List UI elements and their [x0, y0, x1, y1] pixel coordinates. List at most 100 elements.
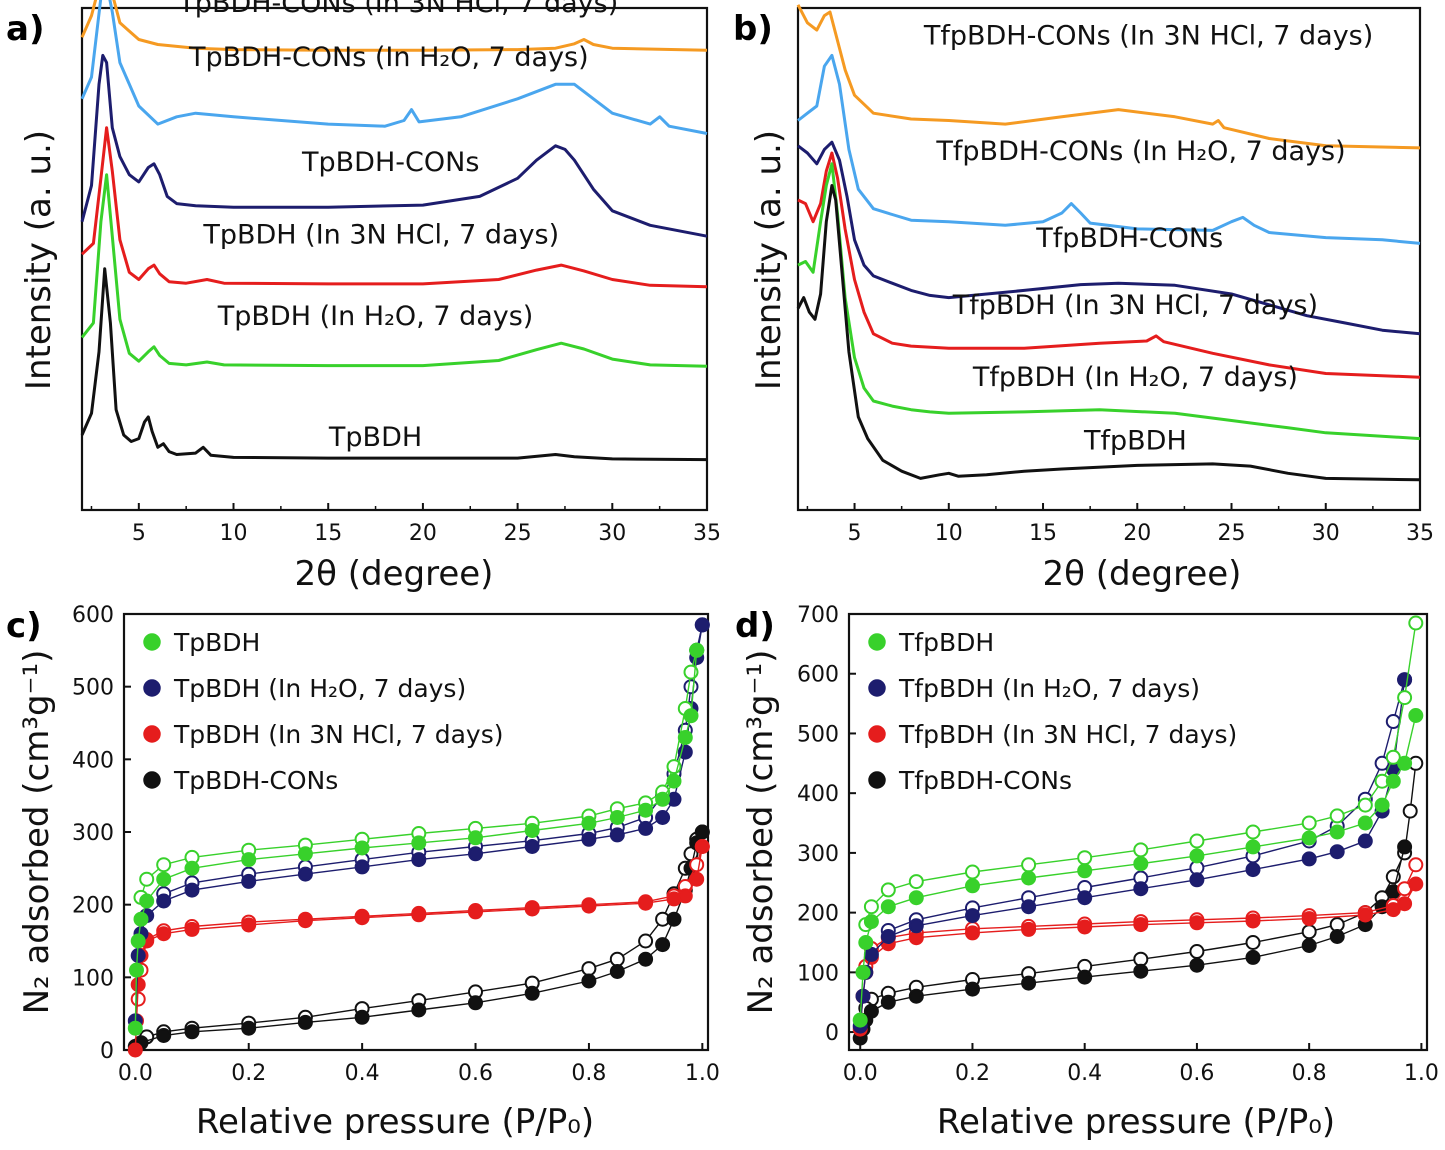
- adsorption-point: [139, 893, 155, 909]
- series-line: [80, 53, 708, 238]
- adsorption-point: [908, 918, 924, 934]
- adsorption-point: [880, 929, 896, 944]
- adsorption-point: [655, 810, 671, 825]
- y-axis-title: N₂ adsorbed (cm³g⁻¹): [17, 650, 57, 1015]
- legend-marker: [868, 771, 886, 789]
- adsorption-point: [524, 823, 540, 838]
- desorption-point: [1301, 815, 1317, 831]
- trace-label: TfpBDH-CONs (In H₂O, 7 days): [935, 136, 1345, 167]
- adsorption-point: [1245, 949, 1261, 965]
- adsorption-point: [184, 921, 200, 937]
- desorption-point: [683, 679, 699, 695]
- desorption-point: [139, 871, 155, 887]
- adsorption-point: [1189, 872, 1205, 888]
- adsorption-point: [1329, 844, 1345, 860]
- adsorption-point: [127, 1042, 143, 1058]
- adsorption-point: [297, 866, 313, 882]
- panel-d: d) 0.0 0.2 0.4 0.6 0.8 1.0 0 100 200 300 400 500 600…: [735, 603, 1439, 1142]
- x-tick-label: 0.2: [955, 1061, 990, 1086]
- adsorption-point: [1133, 963, 1149, 979]
- adsorption-point: [965, 981, 980, 997]
- adsorption-point: [609, 827, 625, 843]
- adsorption-point: [689, 871, 705, 887]
- adsorption-point: [411, 907, 427, 923]
- adsorption-point: [965, 878, 980, 894]
- adsorption-point: [241, 852, 257, 868]
- series-group: [852, 615, 1424, 1046]
- adsorption-point: [694, 839, 710, 854]
- legend-label: TpBDH: [173, 628, 260, 657]
- series-line: [80, 267, 708, 462]
- x-tick-label: 25: [1218, 521, 1246, 546]
- legend-marker: [868, 633, 886, 651]
- y-tick-label: 200: [72, 894, 114, 919]
- adsorption-point: [524, 901, 540, 917]
- x-ticks: 5 10 15 20 25 30 35: [90, 503, 721, 546]
- y-tick-label: 500: [797, 722, 839, 747]
- adsorption-point: [1077, 919, 1093, 935]
- trace-label: TpBDH: [328, 422, 422, 453]
- adsorption-point: [184, 1024, 200, 1040]
- adsorption-point: [1408, 876, 1424, 892]
- adsorption-point: [468, 904, 483, 920]
- adsorption-point: [468, 830, 483, 846]
- series-line: [80, 126, 708, 289]
- adsorption-point: [677, 888, 693, 904]
- adsorption-point: [855, 988, 871, 1004]
- adsorption-point: [354, 859, 370, 875]
- trace-label: TpBDH-CONs: [301, 147, 479, 178]
- adsorption-point: [468, 846, 483, 862]
- y-axis-title: Intensity (a. u.): [749, 130, 789, 390]
- desorption-point: [965, 864, 980, 880]
- panel-letter: c): [6, 606, 42, 646]
- series-group: [796, 4, 1421, 482]
- adsorption-point: [581, 898, 597, 914]
- desorption-point: [609, 951, 625, 967]
- trace-labels: TfpBDH-CONs (In 3N HCl, 7 days) TfpBDH-CO…: [923, 21, 1373, 457]
- adsorption-line: [134, 846, 703, 1051]
- series-group: [80, 0, 708, 462]
- plot-frame: [796, 6, 1422, 512]
- desorption-point: [1385, 714, 1401, 729]
- adsorption-point: [1408, 708, 1424, 723]
- desorption-point: [156, 857, 172, 873]
- legend-label: TfpBDH (In 3N HCl, 7 days): [898, 720, 1237, 749]
- adsorption-point: [297, 846, 313, 862]
- adsorption-point: [411, 835, 427, 851]
- trace-label: TpBDH (In 3N HCl, 7 days): [202, 219, 559, 250]
- series-line: [797, 151, 1421, 379]
- x-tick-label: 5: [848, 521, 862, 546]
- adsorption-point: [156, 1028, 172, 1043]
- trace-label: TfpBDH-CONs (In 3N HCl, 7 days): [923, 21, 1373, 52]
- desorption-point: [1133, 842, 1149, 858]
- series-line: [796, 4, 1421, 150]
- y-tick-label: 600: [72, 603, 114, 628]
- trace-label: TpBDH-CONs (In H₂O, 7 days): [188, 42, 589, 73]
- adsorption-point: [241, 917, 257, 933]
- adsorption-point: [1077, 863, 1093, 879]
- y-tick-label: 200: [797, 902, 839, 927]
- desorption-point: [1402, 803, 1418, 819]
- adsorption-point: [354, 910, 370, 926]
- legend-marker: [143, 679, 161, 697]
- desorption-point: [863, 899, 879, 915]
- legend-label: TfpBDH (In H₂O, 7 days): [898, 674, 1200, 703]
- legend-label: TpBDH-CONs: [173, 766, 338, 795]
- x-tick-label: 0.8: [571, 1061, 606, 1086]
- adsorption-point: [655, 937, 671, 953]
- adsorption-point: [297, 913, 313, 929]
- trace-labels: TpBDH-CONs (In 3N HCl, 7 days) TpBDH-CONs…: [177, 0, 618, 453]
- x-tick-label: 30: [1312, 521, 1340, 546]
- desorption-point: [1329, 808, 1345, 824]
- adsorption-point: [581, 973, 597, 989]
- desorption-point: [1374, 755, 1390, 771]
- adsorption-point: [581, 815, 597, 831]
- adsorption-point: [1397, 839, 1413, 855]
- trace-label: TfpBDH: [1083, 425, 1187, 456]
- adsorption-point: [1301, 938, 1317, 953]
- adsorption-point: [1385, 773, 1401, 789]
- adsorption-point: [1245, 862, 1261, 878]
- desorption-point: [1357, 797, 1373, 813]
- desorption-point: [1245, 824, 1261, 840]
